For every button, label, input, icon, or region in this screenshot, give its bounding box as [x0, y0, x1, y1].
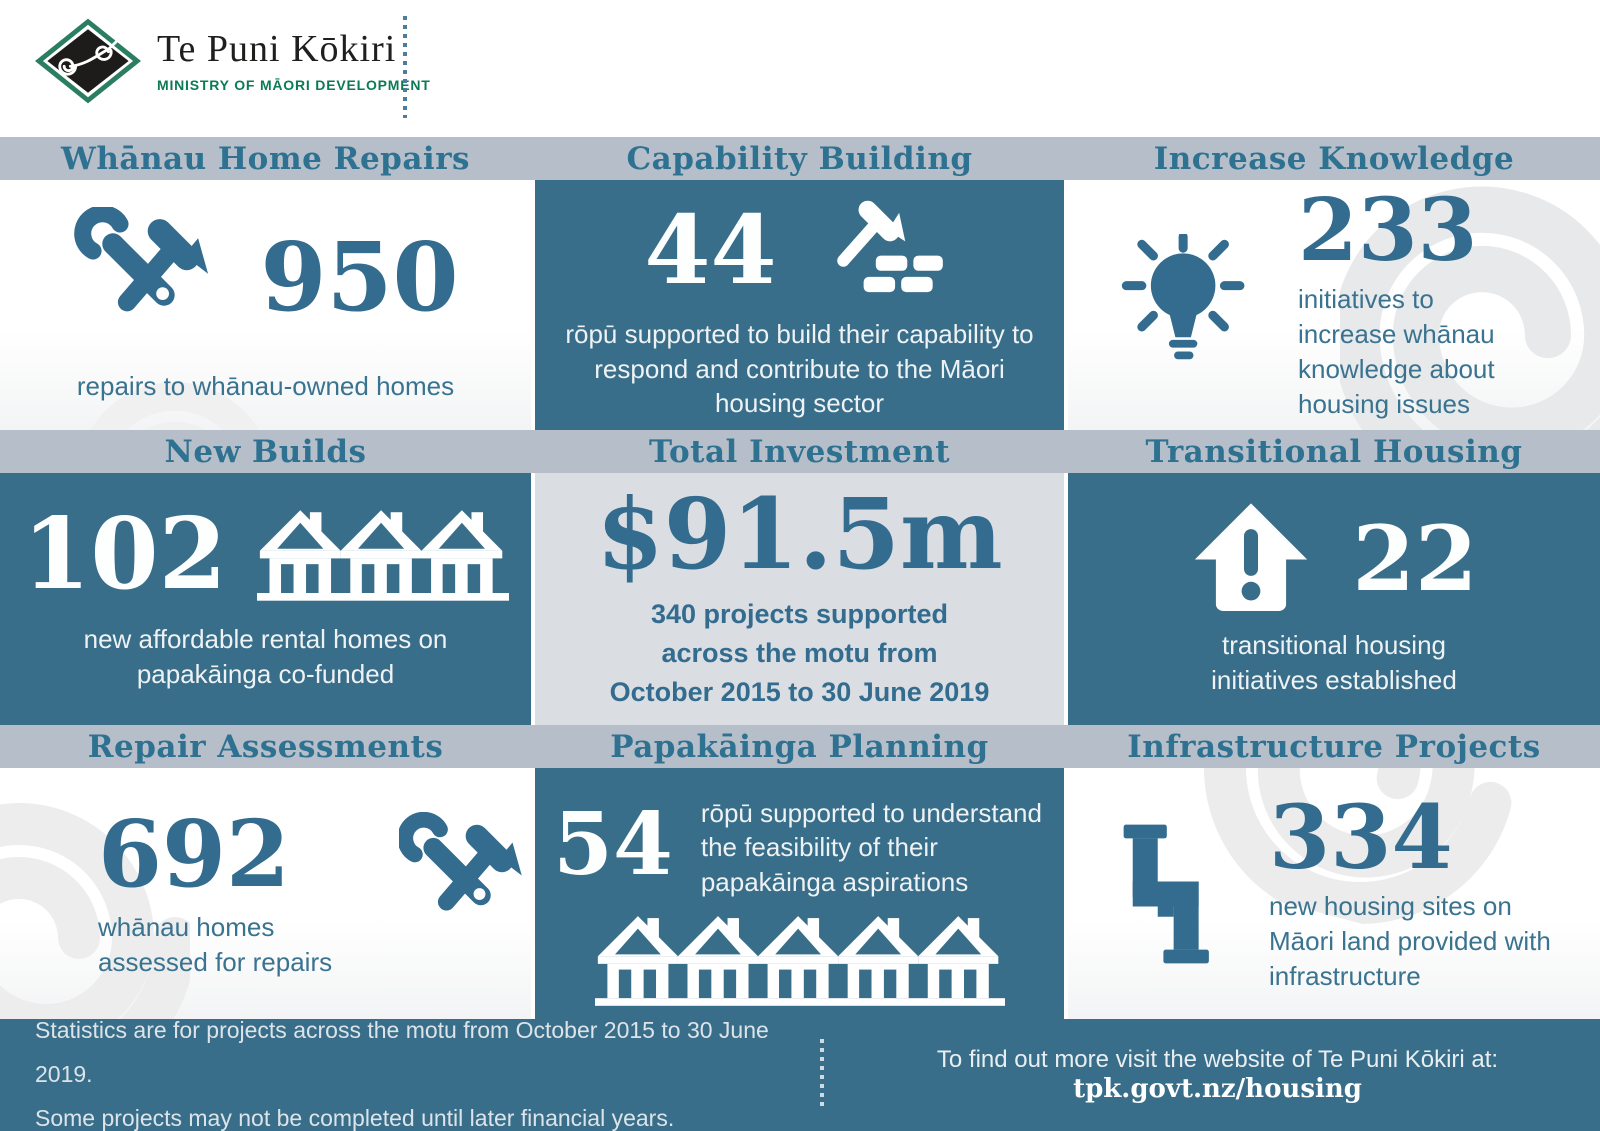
panel-new-builds: 102	[0, 473, 531, 725]
title-band-3: Repair Assessments Papakāinga Planning I…	[0, 725, 1600, 768]
panel-title-increase-knowledge: Increase Knowledge	[1153, 140, 1515, 177]
panel-title-infrastructure-projects: Infrastructure Projects	[1127, 728, 1541, 765]
panel-title-total-investment: Total Investment	[648, 433, 951, 470]
masthead: Te Puni Kōkiri MINISTRY OF MĀORI DEVELOP…	[0, 0, 1600, 137]
lightbulb-icon	[1121, 234, 1245, 360]
title-band-1: Whānau Home Repairs Capability Building …	[0, 137, 1600, 180]
stat-value-investment: $91.5m	[596, 476, 1003, 591]
stat-caption-infrastructure: new housing sites on Māori land provided…	[1269, 891, 1551, 991]
stat-value-new-builds: 102	[22, 497, 227, 613]
footer-note-line2: Some projects may not be completed until…	[35, 1104, 675, 1131]
stat-caption-papakainga: rōpū supported to understand the feasibi…	[700, 797, 1042, 898]
stat-value-ropu-capability: 44	[644, 195, 777, 307]
stat-row-2: 102	[0, 473, 1600, 725]
footer-website-link: tpk.govt.nz/housing	[1073, 1074, 1362, 1104]
footer-cta: To find out more visit the website of Te…	[775, 1046, 1600, 1104]
logo-text: Te Puni Kōkiri MINISTRY OF MĀORI DEVELOP…	[157, 28, 431, 93]
panel-papakainga-planning: 54 rōpū supported to understand the feas…	[535, 768, 1064, 1019]
hammer-bricks-icon	[836, 200, 943, 292]
tools-icon	[74, 206, 209, 311]
stat-caption-ropu-capability: rōpū supported to build their capability…	[565, 318, 1034, 419]
panel-increase-knowledge: 233 initiatives to increase whānau knowl…	[1068, 180, 1600, 430]
stat-caption-repairs: repairs to whānau-owned homes	[76, 370, 455, 401]
panel-title-new-builds: New Builds	[164, 433, 367, 470]
stat-value-initiatives: 233	[1298, 180, 1478, 282]
stat-caption-new-builds: new affordable rental homes on papakāing…	[83, 624, 448, 689]
stat-value-papakainga: 54	[553, 793, 673, 895]
stat-caption-assessments: whānau homes assessed for repairs	[98, 911, 333, 977]
stat-caption-transitional: transitional housing initiatives establi…	[1211, 629, 1457, 695]
panel-capability-building: 44 rōpū supported to build their capabil…	[535, 180, 1064, 430]
org-name: Te Puni Kōkiri	[157, 28, 397, 71]
houses-row-icon	[594, 916, 1005, 1006]
title-band-2: New Builds Total Investment Transitional…	[0, 430, 1600, 473]
panel-total-investment: $91.5m 340 projects supported across the…	[535, 473, 1064, 725]
stat-row-1: 950 repairs to whānau-owned homes 44	[0, 180, 1600, 430]
footer-note: Statistics are for projects across the m…	[35, 1009, 775, 1131]
pipe-icon	[1123, 824, 1209, 963]
footer-dotted-divider	[820, 1039, 824, 1111]
panel-repair-assessments: 692 whānau homes assessed for repairs	[0, 768, 531, 1019]
stat-value-transitional: 22	[1352, 506, 1478, 613]
footer-cta-text: To find out more visit the website of Te…	[936, 1046, 1499, 1073]
panel-whanau-home-repairs: 950 repairs to whānau-owned homes	[0, 180, 531, 430]
panel-title-capability-building: Capability Building	[626, 140, 973, 177]
stat-row-3: 692 whānau homes assessed for repairs 54…	[0, 768, 1600, 1019]
panel-infrastructure-projects: 334 new housing sites on Māori land prov…	[1068, 768, 1600, 1019]
stat-value-infrastructure: 334	[1269, 785, 1453, 890]
panel-title-papakainga-planning: Papakāinga Planning	[610, 728, 989, 765]
houses-icon	[256, 509, 509, 601]
tpk-diamond-logo-icon	[35, 18, 141, 104]
stat-value-assessments: 692	[98, 799, 291, 908]
panel-title-whanau-home-repairs: Whānau Home Repairs	[61, 140, 470, 177]
stat-value-repairs: 950	[260, 222, 459, 334]
footer-note-line1: Statistics are for projects across the m…	[35, 1017, 769, 1088]
panel-title-repair-assessments: Repair Assessments	[87, 728, 444, 765]
org-subtitle: MINISTRY OF MĀORI DEVELOPMENT	[157, 76, 431, 93]
tools-icon	[399, 812, 522, 911]
stat-caption-investment: 340 projects supported across the motu f…	[609, 598, 990, 708]
panel-title-transitional-housing: Transitional Housing	[1145, 433, 1523, 470]
header-dotted-divider	[403, 16, 407, 118]
tpk-logo: Te Puni Kōkiri MINISTRY OF MĀORI DEVELOP…	[35, 18, 431, 104]
house-alert-icon	[1195, 503, 1308, 611]
panel-transitional-housing: 22 transitional housing initiatives esta…	[1068, 473, 1600, 725]
stat-caption-initiatives: initiatives to increase whānau knowledge…	[1298, 284, 1495, 419]
footer: Statistics are for projects across the m…	[0, 1017, 1600, 1131]
